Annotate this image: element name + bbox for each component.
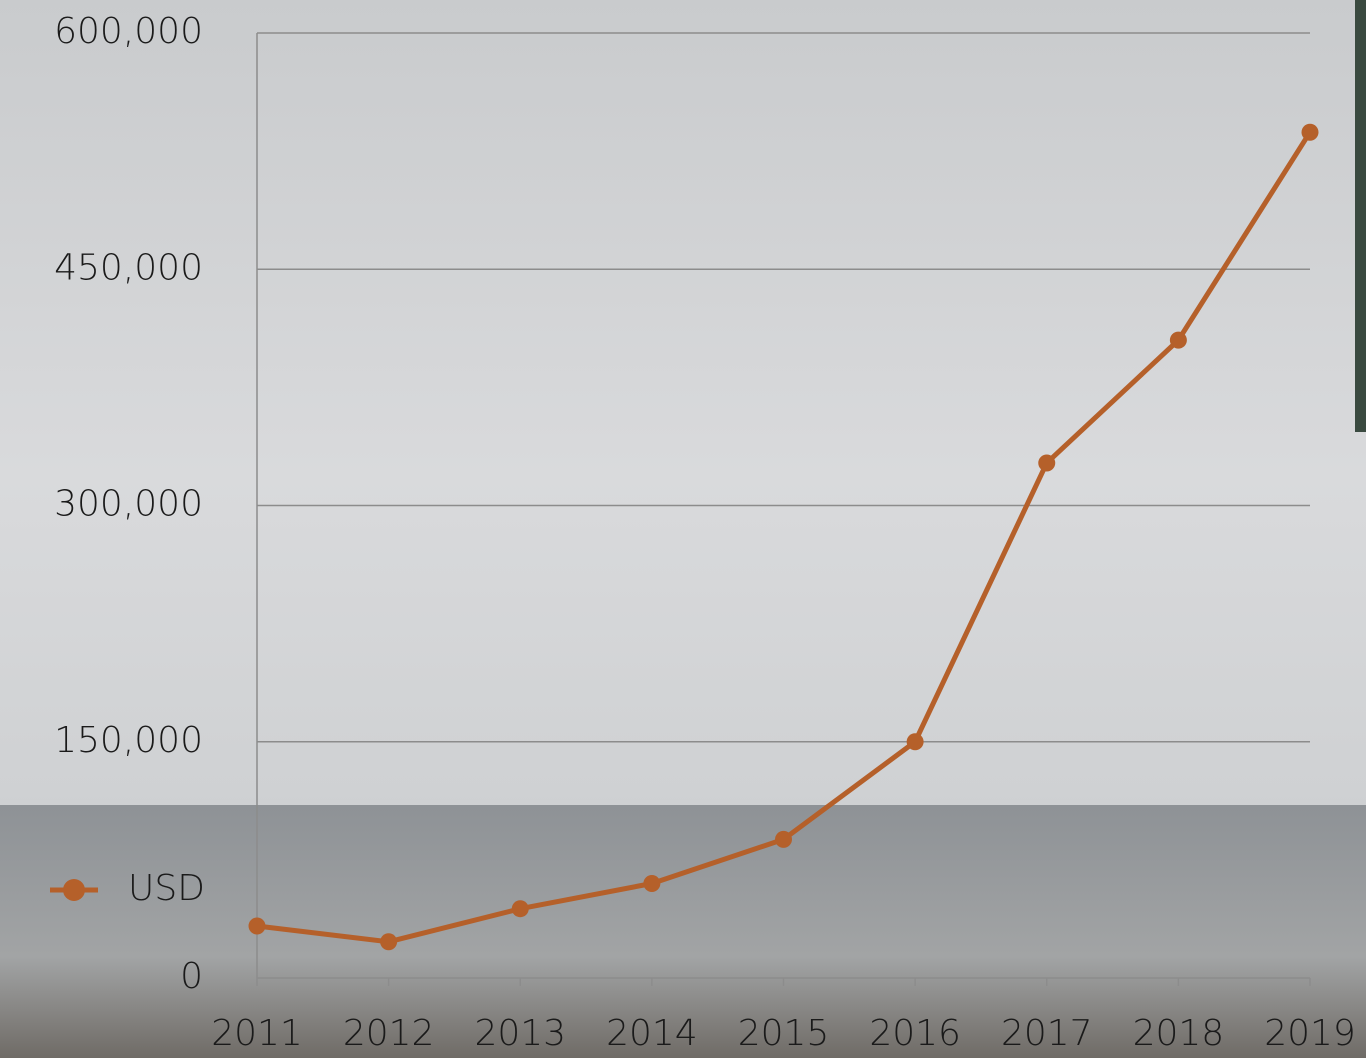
x-tick-label: 2011	[211, 1013, 303, 1054]
legend-label: USD	[128, 868, 205, 909]
x-tick-label: 2012	[343, 1013, 435, 1054]
x-tick-label: 2019	[1264, 1013, 1356, 1054]
data-point	[512, 900, 529, 917]
x-tick-label: 2017	[1001, 1013, 1093, 1054]
data-point	[380, 933, 397, 950]
data-point	[249, 918, 266, 935]
page: 0 150,000 300,000 450,000 600,000 2011 2012 201…	[0, 0, 1366, 1058]
y-tick-label: 0	[180, 956, 203, 997]
chart: 0 150,000 300,000 450,000 600,000 2011 2012 201…	[0, 0, 1366, 1058]
y-tick-label: 450,000	[54, 247, 203, 288]
data-point	[643, 875, 660, 892]
legend-marker	[63, 879, 85, 901]
data-point	[1302, 124, 1319, 141]
x-tick-label: 2016	[869, 1013, 961, 1054]
data-point	[1038, 454, 1055, 471]
y-tick-label: 150,000	[54, 720, 203, 761]
x-tick-label: 2018	[1133, 1013, 1225, 1054]
x-tick-label: 2013	[474, 1013, 566, 1054]
x-tick-label: 2015	[738, 1013, 830, 1054]
data-point	[1170, 332, 1187, 349]
side-photo	[1355, 0, 1366, 432]
data-point	[775, 831, 792, 848]
data-point	[907, 733, 924, 750]
y-tick-label: 600,000	[54, 11, 203, 52]
y-tick-label: 300,000	[54, 484, 203, 525]
x-tick-label: 2014	[606, 1013, 698, 1054]
